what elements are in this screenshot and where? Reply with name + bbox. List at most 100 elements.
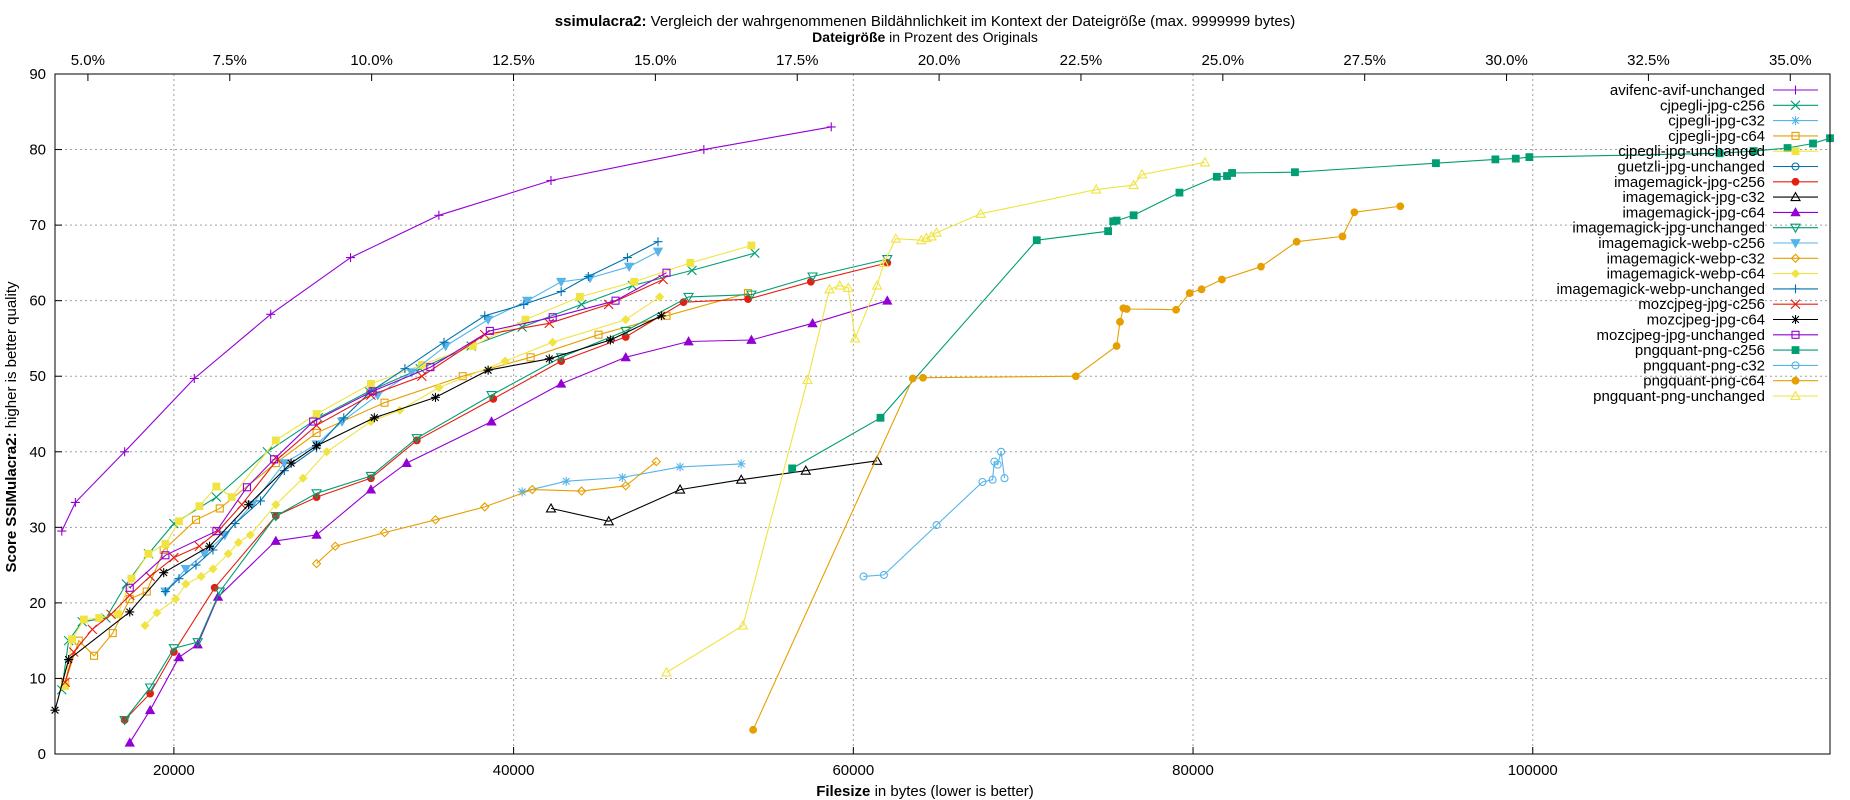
- x2-axis-label-rest: in Prozent des Originals: [885, 29, 1038, 45]
- legend-label: imagemagick-webp-c32: [1607, 250, 1765, 267]
- data-point: [735, 474, 747, 484]
- x2-tick-label: 5.0%: [71, 52, 105, 69]
- data-point: [1032, 236, 1041, 245]
- data-point: [365, 471, 377, 482]
- data-point: [931, 227, 942, 237]
- series-imagemagick-webp-c32: [311, 456, 662, 569]
- data-point: [108, 629, 117, 638]
- data-point: [655, 292, 665, 302]
- data-point: [1291, 168, 1299, 177]
- x2-tick-label: 27.5%: [1343, 52, 1386, 69]
- data-point: [309, 417, 318, 426]
- data-point: [70, 497, 80, 507]
- series-mozcjpeg-jpg-c64: [50, 311, 666, 715]
- data-point: [480, 311, 490, 321]
- data-point: [127, 574, 136, 583]
- data-point: [556, 287, 566, 297]
- series-line: [521, 463, 742, 493]
- data-point: [1112, 342, 1121, 350]
- data-point: [1790, 100, 1801, 111]
- data-point: [90, 651, 99, 660]
- data-point: [988, 475, 997, 484]
- legend-label: mozcjpeg-jpg-unchanged: [1597, 327, 1765, 344]
- data-point: [233, 537, 244, 548]
- data-point: [1749, 147, 1758, 155]
- data-point: [87, 624, 98, 635]
- data-point: [434, 210, 444, 220]
- data-point: [878, 257, 890, 267]
- data-point: [686, 258, 695, 267]
- data-point: [915, 234, 927, 245]
- legend-entry: pngquant-png-c32: [1643, 357, 1818, 374]
- data-point: [1511, 154, 1520, 163]
- series-pngquant-png-c32: [859, 447, 1009, 581]
- data-point: [1791, 177, 1800, 186]
- data-point: [1338, 232, 1347, 241]
- data-point: [171, 594, 181, 604]
- data-point: [826, 122, 836, 132]
- series-line: [61, 126, 832, 532]
- data-point: [1491, 155, 1500, 164]
- x2-tick-label: 10.0%: [350, 52, 393, 69]
- series-line: [129, 272, 667, 589]
- data-point: [1809, 139, 1817, 148]
- data-point: [997, 447, 1006, 456]
- data-point: [834, 279, 846, 290]
- data-point: [1791, 131, 1800, 140]
- data-point: [749, 725, 758, 734]
- x2-tick-label: 32.5%: [1627, 52, 1670, 69]
- legend-label: imagemagick-webp-c64: [1607, 266, 1765, 283]
- data-point: [876, 413, 885, 422]
- data-point: [1071, 372, 1080, 381]
- legend-entry: imagemagick-jpg-unchanged: [1572, 220, 1818, 237]
- data-point: [622, 253, 632, 263]
- data-point: [824, 283, 835, 294]
- data-point: [919, 373, 927, 382]
- data-point: [623, 262, 635, 272]
- data-point: [161, 540, 170, 548]
- data-point: [311, 529, 322, 539]
- series-mozcjpeg-jpg-unchanged: [125, 268, 671, 592]
- data-point: [620, 481, 631, 491]
- series-line: [165, 241, 659, 592]
- data-point: [486, 391, 497, 401]
- legend-entry: mozcjpeg-jpg-unchanged: [1597, 327, 1818, 344]
- data-point: [205, 541, 215, 551]
- series-imagemagick-webp-c64: [140, 292, 665, 631]
- axes: 0 10 20 30 40 50 60 70 80 90 20000 40000 60000 80000 1…: [29, 52, 1811, 779]
- data-point: [653, 237, 663, 247]
- data-point: [1791, 376, 1800, 385]
- data-point: [800, 465, 812, 475]
- data-point: [978, 477, 987, 487]
- legend-label: mozcjpeg-jpg-c256: [1638, 296, 1765, 313]
- data-point: [380, 398, 389, 407]
- series-pngquant-png-unchanged: [661, 156, 1211, 677]
- data-point: [1790, 191, 1801, 202]
- data-point: [95, 614, 104, 622]
- x2-tick-label: 20.0%: [918, 52, 961, 69]
- legend-entry: mozcjpeg-jpg-c256: [1638, 296, 1818, 313]
- y-tick-label: 30: [29, 519, 46, 536]
- data-point: [1218, 275, 1226, 284]
- series-line: [752, 205, 1401, 731]
- legend-entry: cjpegli-jpg-c256: [1660, 97, 1818, 114]
- data-point: [749, 248, 760, 258]
- data-point: [1350, 208, 1359, 217]
- x-tick-label: 80000: [1172, 762, 1214, 779]
- data-point: [548, 313, 557, 322]
- y-tick-label: 10: [29, 670, 46, 687]
- data-point: [227, 493, 236, 502]
- data-point: [879, 570, 888, 579]
- x-tick-label: 20000: [153, 762, 195, 779]
- legend-entry: avifenc-avif-unchanged: [1610, 82, 1818, 99]
- data-point: [1228, 169, 1237, 177]
- x2-axis-label: Dateigröße in Prozent des Originals: [812, 29, 1038, 45]
- data-point: [1104, 227, 1113, 236]
- data-point: [683, 292, 695, 303]
- data-point: [1175, 188, 1184, 197]
- data-point: [932, 521, 941, 530]
- data-point: [146, 689, 155, 698]
- data-point: [230, 519, 240, 529]
- data-point: [430, 515, 441, 525]
- data-point: [369, 413, 379, 423]
